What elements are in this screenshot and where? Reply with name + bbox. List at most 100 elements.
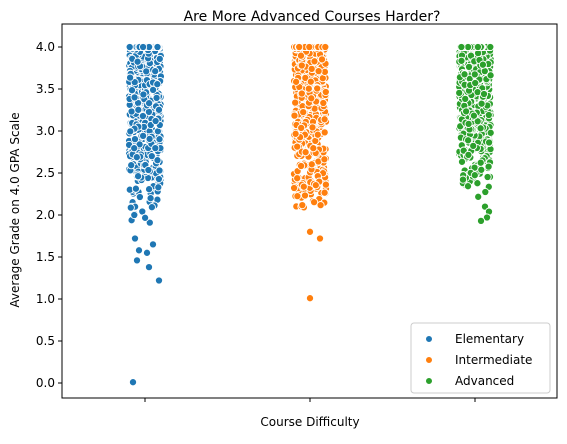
data-point xyxy=(457,42,466,52)
data-point xyxy=(470,70,479,79)
data-point xyxy=(145,99,154,108)
data-point xyxy=(320,115,329,124)
data-point xyxy=(469,111,478,120)
data-point xyxy=(320,155,329,164)
data-point xyxy=(483,172,492,182)
data-point xyxy=(145,134,154,143)
data-point xyxy=(477,165,486,174)
data-point xyxy=(151,116,160,126)
data-point xyxy=(297,123,306,132)
legend-marker xyxy=(425,377,433,385)
data-point xyxy=(319,98,328,108)
data-point xyxy=(152,93,161,102)
y-tick-label: 0.5 xyxy=(36,334,55,348)
chart-title: Are More Advanced Courses Harder? xyxy=(184,9,441,25)
data-point xyxy=(154,105,164,114)
y-tick-label: 3.5 xyxy=(36,82,55,96)
series-intermediate xyxy=(289,42,331,303)
data-point xyxy=(307,64,316,73)
x-axis xyxy=(144,398,476,402)
data-point-outlier xyxy=(144,263,154,272)
points-layer xyxy=(125,42,495,387)
data-point xyxy=(291,129,300,138)
legend-label: Intermediate xyxy=(455,353,532,367)
data-point xyxy=(474,192,483,201)
data-point xyxy=(486,71,495,80)
data-point xyxy=(135,192,144,202)
data-point xyxy=(455,88,464,97)
legend-marker xyxy=(425,335,433,343)
data-point xyxy=(473,179,482,188)
data-point xyxy=(484,110,493,120)
data-point xyxy=(134,105,143,114)
data-point xyxy=(485,138,494,147)
data-point-outlier xyxy=(148,240,158,249)
data-point xyxy=(135,140,144,149)
data-point xyxy=(293,174,302,183)
data-point xyxy=(299,108,308,117)
data-point xyxy=(132,153,141,162)
data-point xyxy=(147,203,156,212)
data-point xyxy=(154,183,163,192)
data-point xyxy=(291,98,300,107)
data-point xyxy=(460,70,469,79)
data-point xyxy=(290,111,299,120)
data-point xyxy=(457,56,466,65)
data-point xyxy=(309,144,318,153)
data-point xyxy=(293,142,302,151)
data-point xyxy=(297,61,306,70)
data-point-outlier xyxy=(142,248,152,257)
data-point xyxy=(457,157,467,166)
data-point xyxy=(153,156,162,165)
series-advanced xyxy=(455,42,495,225)
legend-label: Elementary xyxy=(455,332,524,346)
data-point xyxy=(125,42,134,52)
data-point-outlier xyxy=(305,227,315,236)
data-point xyxy=(133,57,142,66)
legend-box xyxy=(410,322,551,394)
data-point xyxy=(305,42,314,52)
data-point xyxy=(320,188,329,197)
data-point-outlier xyxy=(130,234,140,243)
data-point xyxy=(130,135,140,144)
data-point xyxy=(139,42,148,52)
data-point xyxy=(298,201,307,210)
data-point xyxy=(300,191,310,200)
data-point-outlier xyxy=(154,276,164,285)
data-point xyxy=(307,94,316,103)
data-point xyxy=(321,180,330,189)
data-point xyxy=(145,218,154,227)
data-point xyxy=(464,119,473,128)
data-point-outlier xyxy=(315,234,325,243)
data-point xyxy=(313,84,322,93)
data-point xyxy=(321,87,330,97)
data-point xyxy=(316,201,325,210)
data-point xyxy=(153,42,162,52)
data-point xyxy=(464,62,474,71)
data-point xyxy=(151,67,160,76)
y-tick-label: 2.0 xyxy=(36,208,55,222)
data-point xyxy=(314,67,323,76)
data-point xyxy=(307,160,316,169)
y-tick-label: 0.0 xyxy=(36,376,55,390)
data-point xyxy=(147,152,156,161)
data-point xyxy=(141,213,150,222)
data-point xyxy=(464,42,473,52)
data-point xyxy=(484,162,493,171)
data-point xyxy=(126,203,135,212)
data-point xyxy=(127,86,137,95)
data-point xyxy=(462,107,471,116)
data-point-outlier xyxy=(132,256,142,265)
data-point xyxy=(306,77,315,86)
data-point xyxy=(299,182,308,191)
data-point xyxy=(486,128,495,137)
data-point xyxy=(320,128,329,137)
data-point xyxy=(476,158,485,167)
data-point xyxy=(145,185,154,194)
data-point xyxy=(477,99,486,108)
data-point xyxy=(473,117,482,126)
data-point xyxy=(464,136,473,145)
data-point xyxy=(478,60,487,69)
data-point xyxy=(293,192,302,201)
